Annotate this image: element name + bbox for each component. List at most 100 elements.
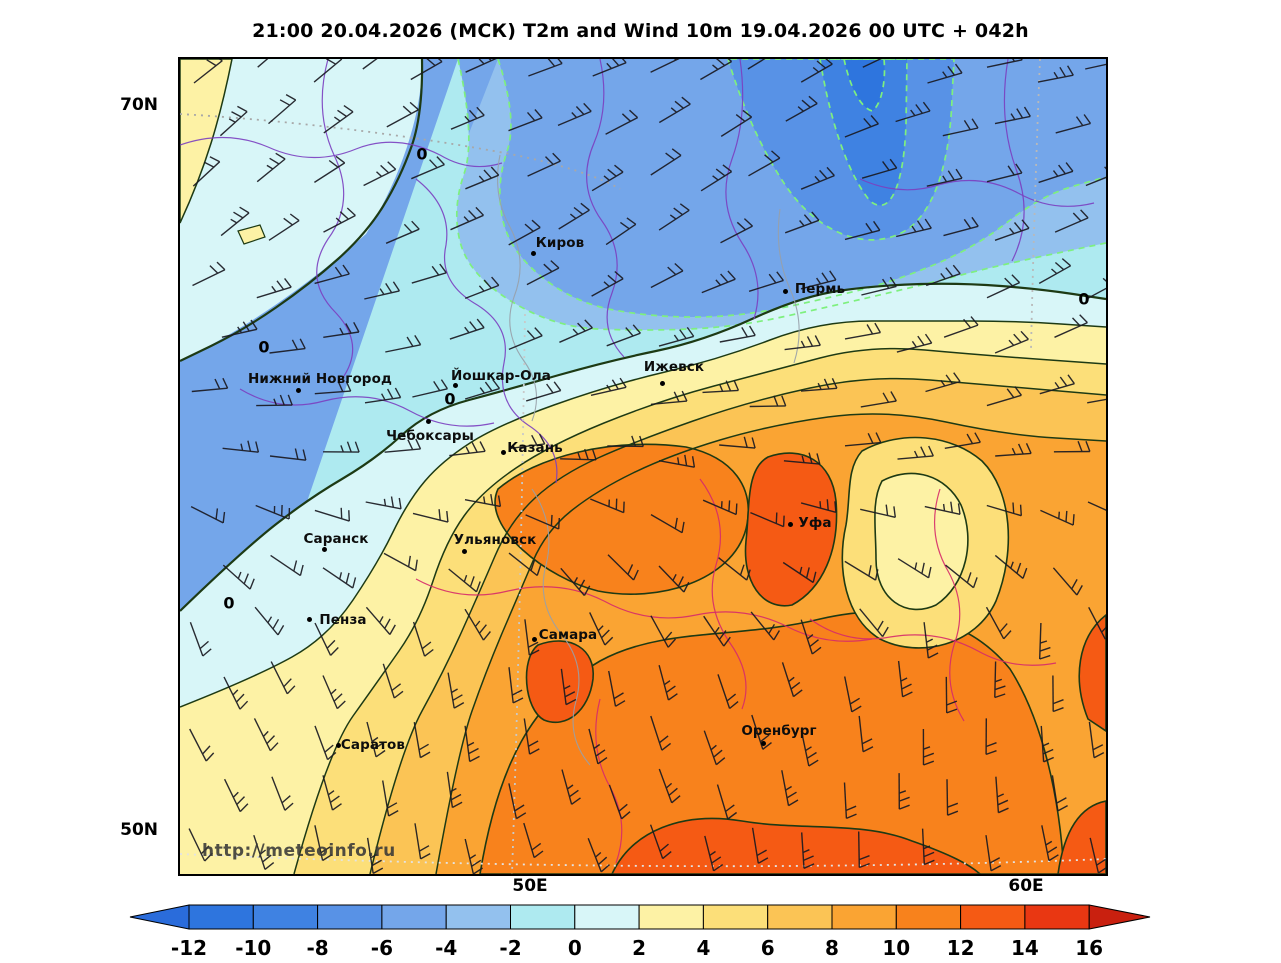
lat-label-50n: 50N (120, 820, 158, 840)
colorbar-right-arrow (1088, 904, 1151, 930)
negative-isotherm-dashed (497, 59, 1106, 318)
colorbar-tick-label: 4 (696, 936, 710, 960)
colorbar-tick-label: 14 (1011, 936, 1039, 960)
colorbar-segment (188, 904, 254, 930)
admin-border-north (1003, 59, 1025, 262)
admin-border-south (415, 578, 873, 642)
city-label: Киров (535, 235, 585, 251)
zero-isotherm (180, 59, 424, 362)
city-marker (426, 419, 431, 424)
city-marker (322, 547, 327, 552)
isotherm-value-label: 0 (416, 144, 428, 164)
city-label: Пермь (794, 281, 846, 297)
colorbar-segment (960, 904, 1026, 930)
colorbar-segment (317, 904, 383, 930)
colorbar-tick-label: 0 (568, 936, 582, 960)
colorbar-tick-label: -6 (371, 936, 393, 960)
negative-isotherm-dashed (843, 59, 886, 112)
small-warm-patch (237, 224, 266, 245)
zero-isotherm (180, 282, 1106, 612)
lon-label-50e: 50E (512, 876, 548, 896)
city-marker (532, 637, 537, 642)
admin-border-north (725, 59, 759, 320)
isotherm-value-label: 0 (444, 389, 456, 409)
colorbar-segment (638, 904, 704, 930)
positive-isotherm (180, 320, 1106, 708)
admin-border-north (180, 136, 503, 168)
river (531, 488, 591, 766)
colorbar-segment (702, 904, 769, 930)
admin-border-north (316, 59, 354, 380)
colorbar-tick-label: -10 (235, 936, 271, 960)
city-marker (761, 741, 766, 746)
city-label: Саранск (303, 531, 369, 547)
admin-border-north (239, 388, 495, 427)
city-label: Нижний Новгород (248, 371, 392, 387)
colorbar-segment (381, 904, 447, 930)
admin-border-north (415, 178, 558, 484)
negative-isotherm-dashed (727, 59, 955, 241)
river (497, 154, 537, 422)
admin-border-south (699, 478, 747, 710)
temperature-colorbar: -12 -10 -8 -6 -4 -2 0 2 4 6 8 10 12 14 16 (129, 904, 1151, 960)
city-label: Уфа (798, 515, 832, 531)
city-marker (531, 251, 536, 256)
isotherm-value-label: 0 (223, 593, 235, 613)
colorbar-left-arrow (129, 904, 190, 930)
map-title: 21:00 20.04.2026 (МСК) T2m and Wind 10m … (252, 20, 1029, 42)
temperature-wind-map: http://meteoinfo.ru Киров Пермь Нижний Нов… (178, 57, 1108, 876)
colorbar-segment (510, 904, 576, 930)
city-marker (307, 617, 312, 622)
graticule-line (511, 313, 526, 874)
river (777, 208, 800, 364)
city-marker (336, 743, 341, 748)
city-marker (660, 381, 665, 386)
graticule-line (1030, 59, 1041, 350)
band-12-14-ufa (744, 452, 838, 607)
colorbar-segment (574, 904, 640, 930)
colorbar-segment (767, 904, 833, 930)
admin-border-north (586, 59, 625, 358)
city-marker (453, 383, 458, 388)
colorbar-tick-label: -12 (171, 936, 207, 960)
colorbar-segment (445, 904, 512, 930)
colorbar-tick-label: 6 (761, 936, 775, 960)
city-label: Йошкар-Ола (451, 368, 551, 384)
colorbar-tick-label: 12 (947, 936, 975, 960)
colorbar-segment (252, 904, 319, 930)
map-canvas (180, 59, 1106, 874)
colorbar-tick-label: 10 (882, 936, 910, 960)
band-minus10-minus8 (820, 59, 907, 206)
city-label: Казань (507, 440, 563, 456)
city-label: Саратов (340, 737, 406, 753)
colorbar-tick-label: -8 (306, 936, 328, 960)
city-marker (788, 522, 793, 527)
positive-isotherm (435, 413, 1106, 874)
band-minus12-minus10 (844, 59, 885, 111)
band-2-4-corner (180, 59, 233, 224)
band-10-12-kazan (494, 443, 750, 595)
colorbar-tick-label: 8 (825, 936, 839, 960)
isotherm-value-label: 0 (1078, 289, 1090, 309)
city-marker (462, 549, 467, 554)
city-label: Ульяновск (453, 532, 537, 548)
city-label: Пенза (319, 612, 367, 628)
colorbar-tick-label: -2 (499, 936, 521, 960)
lon-label-60e: 60E (1008, 876, 1044, 896)
city-label: Оренбург (741, 723, 817, 739)
admin-border-north (859, 178, 1095, 207)
city-marker (501, 450, 506, 455)
band-0-2-northwest (180, 59, 423, 361)
band-12-14-bottom (611, 817, 982, 874)
colorbar-tick-label: 16 (1075, 936, 1103, 960)
admin-border-south (809, 618, 1057, 666)
colorbar-segment (895, 904, 962, 930)
city-label: Чебоксары (386, 428, 474, 444)
isotherm-value-label: 0 (258, 337, 270, 357)
negative-isotherm-dashed (819, 59, 908, 207)
wind-barbs (188, 59, 1106, 874)
band-12-14-right (1078, 613, 1106, 732)
city-label: Ижевск (643, 359, 705, 375)
admin-border-south (933, 488, 965, 722)
